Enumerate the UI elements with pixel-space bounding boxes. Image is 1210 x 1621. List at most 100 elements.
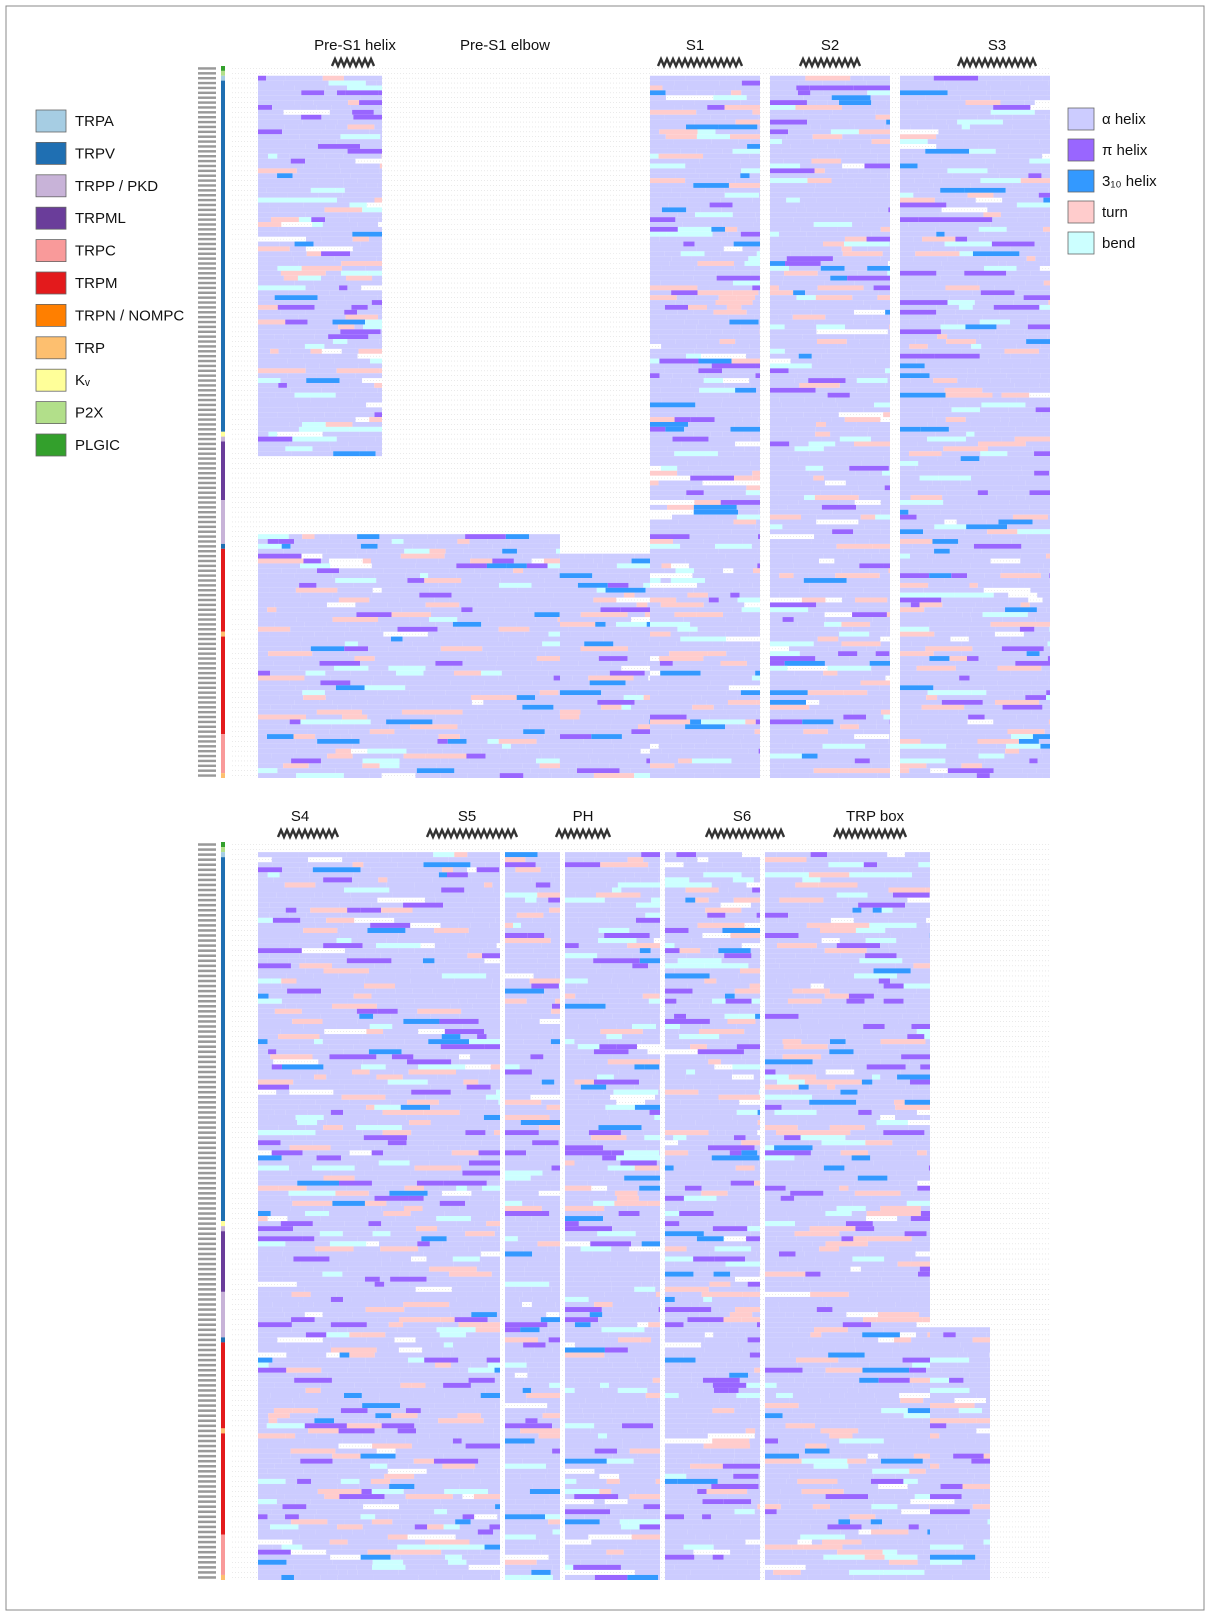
structure-cell <box>347 339 379 344</box>
legend-label: α helix <box>1102 111 1146 128</box>
structure-cell <box>710 203 733 208</box>
structure-cell <box>332 963 375 968</box>
structure-cell <box>272 105 300 110</box>
structure-cell <box>258 168 297 173</box>
structure-cell <box>428 573 456 578</box>
structure-cell <box>384 700 403 705</box>
structure-cell <box>722 958 760 963</box>
structure-cell <box>461 578 500 583</box>
structure-cell <box>814 139 839 144</box>
structure-cell <box>805 1080 842 1085</box>
structure-cell <box>296 978 321 983</box>
structure-cell <box>1041 666 1050 671</box>
structure-cell <box>313 446 331 451</box>
structure-cell <box>636 641 650 646</box>
structure-cell <box>650 168 695 173</box>
structure-cell <box>350 203 367 208</box>
structure-cell <box>1011 637 1044 642</box>
structure-cell <box>913 544 957 549</box>
structure-cell <box>681 251 705 256</box>
structure-cell <box>323 943 363 948</box>
row-label <box>198 1010 216 1013</box>
structure-cell <box>770 203 805 208</box>
row-label <box>198 491 216 493</box>
structure-cell <box>904 1044 930 1049</box>
structure-cell <box>711 680 733 685</box>
structure-cell <box>770 641 814 646</box>
structure-cell <box>358 857 380 862</box>
structure-cell <box>730 393 760 398</box>
row-label <box>198 677 216 679</box>
structure-cell <box>272 1064 282 1069</box>
structure-cell <box>807 173 842 178</box>
structure-cell <box>974 466 1011 471</box>
structure-cell <box>877 719 890 724</box>
structure-cell <box>770 544 815 549</box>
structure-cell <box>742 607 760 612</box>
structure-cell <box>809 583 852 588</box>
structure-cell <box>522 705 553 710</box>
structure-cell <box>862 1034 907 1039</box>
structure-cell <box>660 641 677 646</box>
structure-cell <box>830 432 868 437</box>
structure-cell <box>710 446 744 451</box>
structure-cell <box>505 999 527 1004</box>
structure-cell <box>1027 256 1036 261</box>
structure-cell <box>515 719 544 724</box>
structure-cell <box>505 1009 516 1014</box>
structure-cell <box>303 637 327 642</box>
structure-cell <box>798 923 807 928</box>
structure-cell <box>807 1034 829 1039</box>
structure-cell <box>865 212 874 217</box>
structure-cell <box>677 466 709 471</box>
structure-cell <box>700 520 722 525</box>
structure-cell <box>301 90 324 95</box>
structure-cell <box>546 923 560 928</box>
structure-cell <box>588 754 628 759</box>
structure-cell <box>999 310 1042 315</box>
structure-cell <box>933 378 957 383</box>
structure-cell <box>1047 402 1050 407</box>
structure-cell <box>923 529 965 534</box>
structure-cell <box>701 671 742 676</box>
structure-cell <box>696 295 719 300</box>
structure-cell <box>258 363 306 368</box>
structure-cell <box>269 994 302 999</box>
structure-cell <box>942 495 962 500</box>
structure-cell <box>941 510 971 515</box>
structure-cell <box>1036 685 1050 690</box>
structure-cell <box>900 456 909 461</box>
structure-cell <box>732 203 760 208</box>
structure-cell <box>347 86 382 91</box>
structure-cell <box>267 734 294 739</box>
structure-cell <box>258 193 288 198</box>
structure-cell <box>916 466 929 471</box>
structure-cell <box>258 300 284 305</box>
row-label <box>198 516 216 518</box>
structure-cell <box>698 368 722 373</box>
structure-cell <box>469 1039 500 1044</box>
structure-cell <box>889 948 918 953</box>
structure-cell <box>741 739 760 744</box>
structure-cell <box>544 544 560 549</box>
structure-cell <box>826 617 872 622</box>
structure-cell <box>481 671 502 676</box>
structure-cell <box>944 773 968 778</box>
structure-cell <box>858 1059 881 1064</box>
structure-cell <box>477 602 510 607</box>
structure-cell <box>765 1069 776 1074</box>
structure-cell <box>759 246 760 251</box>
structure-cell <box>871 1105 895 1110</box>
structure-cell <box>502 744 511 749</box>
structure-cell <box>551 872 560 877</box>
structure-cell <box>1028 320 1050 325</box>
structure-cell <box>335 276 346 281</box>
structure-cell <box>611 978 632 983</box>
row-label <box>198 721 216 723</box>
structure-cell <box>1005 607 1037 612</box>
structure-cell <box>900 495 911 500</box>
structure-cell <box>666 134 697 139</box>
row-label <box>198 909 216 912</box>
structure-cell <box>816 602 864 607</box>
structure-cell <box>765 994 804 999</box>
